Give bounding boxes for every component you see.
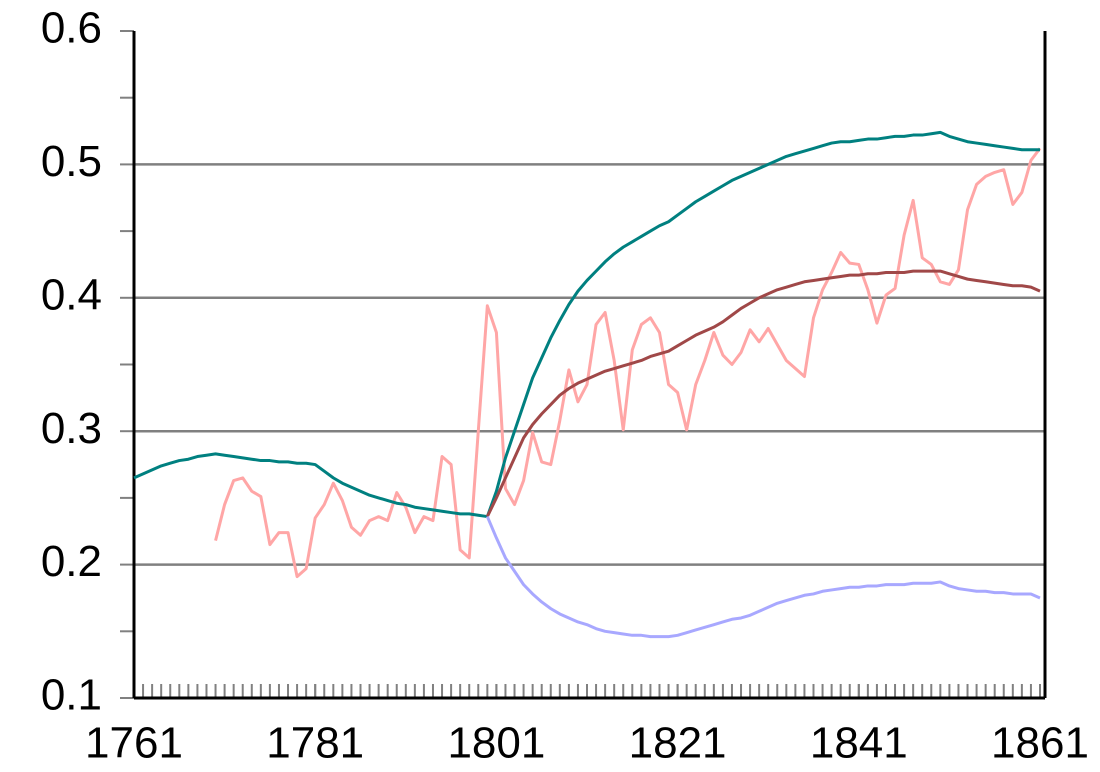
series-line	[485, 269, 1041, 518]
x-tick-label: 1801	[447, 719, 545, 768]
x-tick-label: 1761	[85, 719, 183, 768]
x-tick-label: 1861	[991, 719, 1089, 768]
y-tick-label: 0.1	[41, 671, 102, 720]
y-tick-label: 0.3	[41, 404, 102, 453]
y-tick-label: 0.2	[41, 537, 102, 586]
y-tick-label: 0.4	[41, 270, 102, 319]
series-line	[214, 147, 1042, 579]
x-tick-label: 1841	[810, 719, 908, 768]
series-line	[133, 130, 1040, 519]
x-tick-label: 1821	[629, 719, 727, 768]
y-tick-label: 0.6	[41, 4, 102, 53]
y-tick-label: 0.5	[41, 137, 102, 186]
x-tick-label: 1781	[266, 719, 364, 768]
series-line	[485, 515, 1041, 639]
